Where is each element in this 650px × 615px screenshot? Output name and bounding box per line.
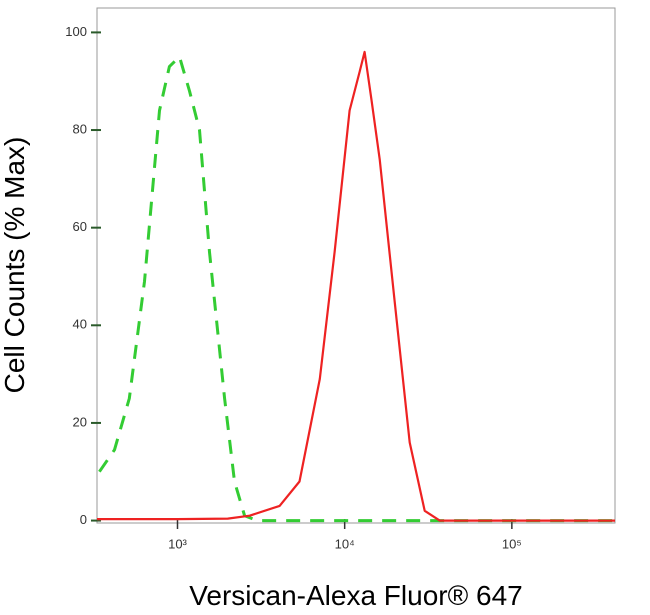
y-tick-label: 0	[80, 512, 87, 527]
y-tick-label: 40	[73, 317, 87, 332]
x-axis-label: Versican-Alexa Fluor® 647	[189, 580, 522, 611]
x-tick-label: 10⁵	[502, 536, 522, 551]
histogram-line	[98, 55, 615, 523]
y-tick-label: 60	[73, 219, 87, 234]
y-tick-label: 20	[73, 414, 87, 429]
y-tick-label: 80	[73, 121, 87, 136]
x-tick-label: 10⁴	[335, 536, 355, 551]
x-tick-label: 10³	[168, 536, 187, 551]
histogram-line	[97, 50, 615, 522]
plot-frame	[96, 7, 616, 524]
y-axis-label: Cell Counts (% Max)	[0, 137, 30, 394]
y-tick-label: 100	[65, 24, 87, 39]
